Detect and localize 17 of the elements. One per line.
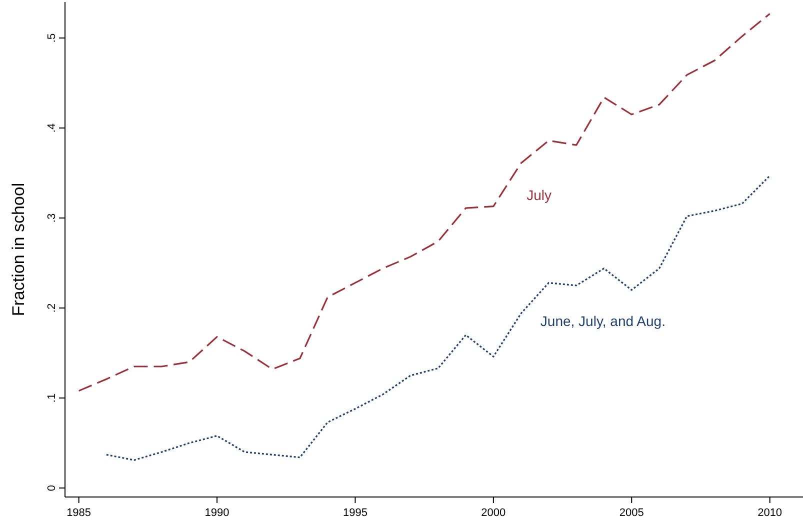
y-axis-title: Fraction in school <box>9 182 28 316</box>
line-series <box>78 12 771 392</box>
x-tick-label: 2005 <box>619 507 644 519</box>
x-tick-label: 1995 <box>342 507 368 519</box>
x-tick-label: 2000 <box>481 507 506 519</box>
x-tick-label: 1985 <box>66 507 92 519</box>
line-series <box>106 174 771 461</box>
y-tick-label: .4 <box>46 123 58 133</box>
series-label: June, July, and Aug. <box>540 313 666 329</box>
y-tick-label: .1 <box>46 393 58 403</box>
y-tick-label: .3 <box>46 213 58 223</box>
x-tick-label: 1990 <box>204 507 230 519</box>
series-label: July <box>526 187 552 203</box>
y-tick-label: .2 <box>46 303 58 313</box>
x-tick-label: 2010 <box>758 507 782 519</box>
y-tick-label: 0 <box>46 484 58 492</box>
y-tick-label: .5 <box>46 33 58 43</box>
